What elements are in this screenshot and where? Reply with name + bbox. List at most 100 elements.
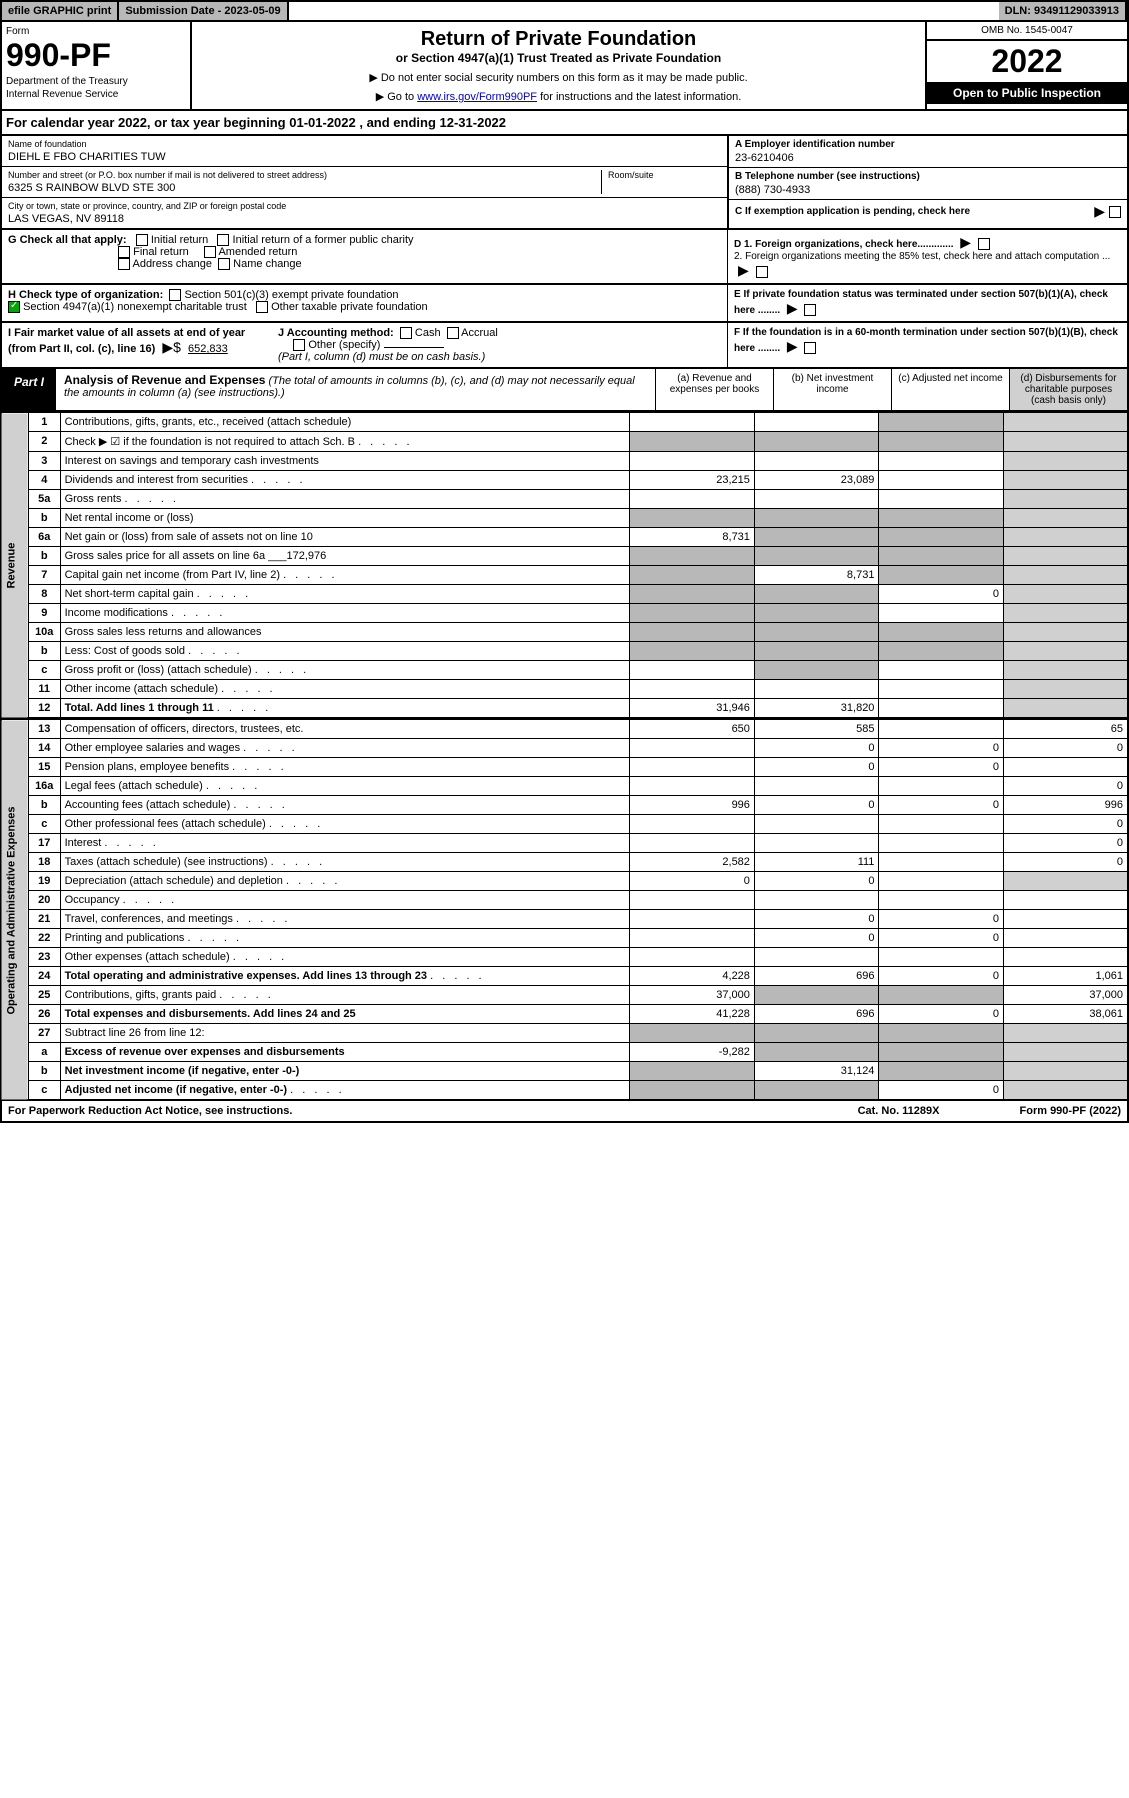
table-row: 26Total expenses and disbursements. Add … [1, 1005, 1128, 1024]
line-num: 23 [28, 948, 60, 967]
amount-cell [1003, 891, 1128, 910]
efile-print[interactable]: print [87, 5, 111, 17]
ein-value: 23-6210406 [735, 152, 1121, 164]
c-checkbox[interactable] [1109, 206, 1121, 218]
c-cell: C If exemption application is pending, c… [729, 200, 1127, 223]
line-num: 10a [28, 623, 60, 642]
j-other: Other (specify) [308, 339, 380, 351]
footer-right: Form 990-PF (2022) [1020, 1105, 1122, 1117]
amount-cell [1003, 471, 1128, 490]
amount-cell [879, 471, 1004, 490]
line-desc: Depreciation (attach schedule) and deple… [60, 872, 630, 891]
amount-cell [1003, 758, 1128, 777]
line-num: c [28, 815, 60, 834]
g-final-checkbox[interactable] [118, 246, 130, 258]
irs-link[interactable]: www.irs.gov/Form990PF [417, 91, 537, 103]
instr-ssn: ▶ Do not enter social security numbers o… [198, 71, 919, 84]
amount-cell [879, 872, 1004, 891]
line-desc: Interest on savings and temporary cash i… [60, 452, 630, 471]
amount-cell [754, 642, 879, 661]
amount-cell: 0 [754, 796, 879, 815]
amount-cell: 0 [879, 1081, 1004, 1101]
amount-cell [1003, 509, 1128, 528]
h-4947-checkbox[interactable] [8, 301, 20, 313]
amount-cell [754, 834, 879, 853]
j-cash: Cash [415, 327, 441, 339]
line-desc: Capital gain net income (from Part IV, l… [60, 566, 630, 585]
amount-cell [1003, 872, 1128, 891]
amount-cell [754, 891, 879, 910]
subtitle: or Section 4947(a)(1) Trust Treated as P… [198, 51, 919, 65]
form-id-col: Form 990-PF Department of the Treasury I… [2, 22, 192, 109]
d1-checkbox[interactable] [978, 238, 990, 250]
dept-treasury: Department of the Treasury [6, 76, 186, 87]
table-row: 18Taxes (attach schedule) (see instructi… [1, 853, 1128, 872]
amount-cell: 31,124 [754, 1062, 879, 1081]
amount-cell [1003, 661, 1128, 680]
h-501-checkbox[interactable] [169, 289, 181, 301]
e-arrow-icon: ▶ [787, 300, 798, 316]
table-row: bLess: Cost of goods sold . . . . . [1, 642, 1128, 661]
amount-cell [630, 1024, 755, 1043]
sub-label: Submission Date - [125, 5, 224, 17]
e-checkbox[interactable] [804, 304, 816, 316]
j-other-checkbox[interactable] [293, 339, 305, 351]
amount-cell [630, 929, 755, 948]
amount-cell [1003, 680, 1128, 699]
amount-cell [879, 604, 1004, 623]
line-desc: Subtract line 26 from line 12: [60, 1024, 630, 1043]
g-initial-checkbox[interactable] [136, 234, 148, 246]
phone-label: B Telephone number (see instructions) [735, 171, 1121, 182]
amount-cell: 0 [879, 910, 1004, 929]
line-desc: Net gain or (loss) from sale of assets n… [60, 528, 630, 547]
amount-cell [879, 699, 1004, 719]
g-name-checkbox[interactable] [218, 258, 230, 270]
line-desc: Legal fees (attach schedule) . . . . . [60, 777, 630, 796]
d2-checkbox[interactable] [756, 266, 768, 278]
amount-cell: 0 [879, 929, 1004, 948]
ij-section: I Fair market value of all assets at end… [0, 323, 1129, 369]
f-checkbox[interactable] [804, 342, 816, 354]
h-other-checkbox[interactable] [256, 301, 268, 313]
expenses-table: Operating and Administrative Expenses13C… [0, 719, 1129, 1101]
line-desc: Total. Add lines 1 through 11 . . . . . [60, 699, 630, 719]
j-cash-checkbox[interactable] [400, 327, 412, 339]
amount-cell [879, 1024, 1004, 1043]
amount-cell [630, 547, 755, 566]
j-accrual-checkbox[interactable] [447, 327, 459, 339]
line-num: 1 [28, 413, 60, 432]
amount-cell [754, 413, 879, 432]
line-num: 20 [28, 891, 60, 910]
line-desc: Contributions, gifts, grants, etc., rece… [60, 413, 630, 432]
amount-cell: 996 [630, 796, 755, 815]
part1-title-cell: Analysis of Revenue and Expenses (The to… [56, 369, 655, 410]
j-other-input[interactable] [384, 347, 444, 348]
g-label: G Check all that apply: [8, 234, 127, 246]
amount-cell [754, 680, 879, 699]
table-row: 8Net short-term capital gain . . . . .0 [1, 585, 1128, 604]
line-desc: Total operating and administrative expen… [60, 967, 630, 986]
j-note: (Part I, column (d) must be on cash basi… [278, 351, 485, 363]
h-501: Section 501(c)(3) exempt private foundat… [184, 289, 398, 301]
amount-cell: 0 [879, 967, 1004, 986]
h-label: H Check type of organization: [8, 289, 163, 301]
table-row: 5aGross rents . . . . . [1, 490, 1128, 509]
h-4947: Section 4947(a)(1) nonexempt charitable … [23, 301, 247, 313]
amount-cell [879, 509, 1004, 528]
amount-cell [1003, 490, 1128, 509]
foundation-name: DIEHL E FBO CHARITIES TUW [8, 151, 721, 163]
line-num: 26 [28, 1005, 60, 1024]
amount-cell: 0 [754, 739, 879, 758]
amount-cell [754, 509, 879, 528]
amount-cell [630, 452, 755, 471]
city-cell: City or town, state or province, country… [2, 198, 727, 228]
line-num: 18 [28, 853, 60, 872]
sub-value: 2023-05-09 [224, 5, 280, 17]
g-amended-checkbox[interactable] [204, 246, 216, 258]
g-addr-checkbox[interactable] [118, 258, 130, 270]
year-col: OMB No. 1545-0047 2022 Open to Public In… [927, 22, 1127, 109]
revenue-table: Revenue1Contributions, gifts, grants, et… [0, 412, 1129, 719]
g-initial-former-checkbox[interactable] [217, 234, 229, 246]
submission-date: Submission Date - 2023-05-09 [119, 2, 288, 20]
amount-cell [630, 490, 755, 509]
